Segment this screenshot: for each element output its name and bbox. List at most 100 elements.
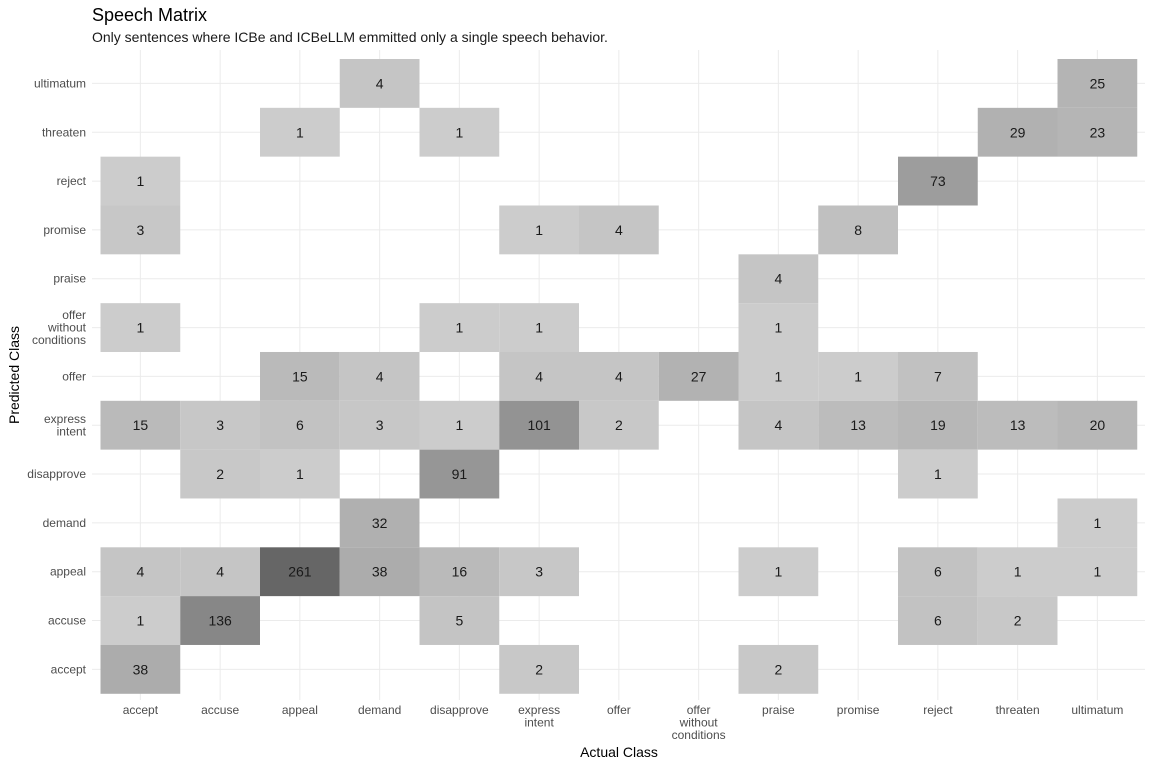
x-tick-label: accuse (201, 703, 239, 717)
cell-value-label: 1 (854, 368, 862, 384)
heatmap-cell (1057, 107, 1138, 157)
heatmap-cell (898, 596, 978, 645)
heatmap-cell (100, 644, 181, 694)
cell-value-label: 2 (615, 417, 623, 433)
cell-value-label: 4 (216, 564, 224, 580)
heatmap-cell (419, 400, 500, 450)
heatmap-cell (499, 644, 579, 694)
cell-value-label: 38 (133, 661, 149, 677)
y-tick-label: offer without conditions (32, 308, 87, 347)
cell-value-label: 4 (376, 75, 384, 91)
heatmap-cell (1057, 400, 1138, 450)
heatmap-cell (339, 547, 420, 597)
heatmap-cell (499, 303, 579, 352)
heatmap-cell (180, 449, 260, 499)
y-tick-label: accept (51, 662, 87, 676)
heatmap-cell (260, 449, 340, 499)
x-axis-title: Actual Class (580, 744, 658, 760)
heatmap-cell (738, 351, 819, 401)
x-tick-label: demand (358, 703, 401, 717)
y-tick-label: express intent (44, 412, 87, 439)
y-tick-label: ultimatum (34, 76, 86, 90)
heatmap-cell (818, 351, 898, 401)
heatmap-cell (1057, 498, 1138, 548)
cell-value-label: 4 (774, 271, 782, 287)
y-tick-label: disapprove (27, 467, 86, 481)
heatmap-cell (260, 400, 340, 450)
cell-value-label: 13 (1010, 417, 1026, 433)
heatmap-cell (818, 205, 898, 255)
heatmap-cell (977, 547, 1058, 597)
heatmap-cell (579, 205, 659, 255)
x-tick-label: ultimatum (1071, 703, 1123, 717)
cell-value-label: 1 (296, 466, 304, 482)
heatmap-cell (339, 59, 420, 108)
heatmap-cell (738, 303, 819, 352)
x-tick-label: threaten (996, 703, 1040, 717)
cell-value-label: 101 (527, 417, 551, 433)
heatmap-cell (738, 400, 819, 450)
heatmap-cell (977, 107, 1058, 157)
heatmap-cell (419, 449, 500, 499)
heatmap-cell (339, 400, 420, 450)
heatmap-cell (100, 205, 181, 255)
cell-value-label: 91 (452, 466, 468, 482)
cell-value-label: 15 (133, 417, 149, 433)
cell-value-label: 1 (136, 173, 144, 189)
y-tick-label: accuse (48, 614, 86, 628)
heatmap-cell (419, 107, 500, 157)
cell-value-label: 15 (292, 368, 308, 384)
cell-value-label: 23 (1090, 124, 1106, 140)
heatmap-cell (499, 351, 579, 401)
cell-value-label: 1 (136, 613, 144, 629)
heatmap-cell (818, 400, 898, 450)
y-tick-label: promise (43, 223, 86, 237)
heatmap-cell (977, 400, 1058, 450)
y-tick-label: reject (57, 174, 87, 188)
x-tick-label: accept (123, 703, 159, 717)
heatmap-cell (658, 351, 739, 401)
heatmap-cell (738, 644, 819, 694)
heatmap-cell (100, 303, 181, 352)
cell-value-label: 3 (136, 222, 144, 238)
cell-labels: 4 251 1 29 231 733 1 4 841 1 1 115 4 4 4 27 1 1 715 3 6 3 1 101… (133, 75, 1106, 677)
cell-value-label: 261 (288, 564, 312, 580)
heatmap-cell (898, 547, 978, 597)
heatmap-cell (499, 205, 579, 255)
x-tick-label: reject (923, 703, 953, 717)
heatmap-cell (180, 596, 260, 645)
heatmap-cell (898, 400, 978, 450)
heatmap-cell (1057, 547, 1138, 597)
heatmap-cell (898, 156, 978, 206)
heatmap-cell (738, 547, 819, 597)
heatmap-cell (339, 498, 420, 548)
heatmap-cell (339, 351, 420, 401)
y-axis-title: Predicted Class (6, 326, 22, 424)
cell-value-label: 6 (934, 613, 942, 629)
cell-value-label: 2 (535, 661, 543, 677)
cell-value-label: 3 (376, 417, 384, 433)
heatmap-cell (1057, 59, 1138, 108)
heatmap-cell (499, 400, 579, 450)
x-tick-label: offer without conditions (672, 703, 726, 742)
cell-value-label: 3 (535, 564, 543, 580)
cell-value-label: 1 (296, 124, 304, 140)
cell-value-label: 7 (934, 368, 942, 384)
cell-value-label: 4 (615, 222, 623, 238)
cell-value-label: 4 (535, 368, 543, 384)
y-tick-label: offer (62, 369, 86, 383)
cell-value-label: 1 (455, 124, 463, 140)
heatmap-cell (100, 596, 181, 645)
cell-value-label: 1 (455, 417, 463, 433)
heatmap-cell (738, 254, 819, 304)
cell-value-label: 4 (774, 417, 782, 433)
cell-value-label: 8 (854, 222, 862, 238)
cell-value-label: 1 (1014, 564, 1022, 580)
x-axis-ticks: accept accuse appeal demand disapprove expres… (123, 703, 1124, 742)
y-axis-ticks: accept accuse appeal demand disapprove expres… (27, 76, 86, 676)
x-tick-label: praise (762, 703, 795, 717)
heatmap-cell (180, 547, 260, 597)
cell-value-label: 1 (774, 320, 782, 336)
heatmap-cell (579, 351, 659, 401)
